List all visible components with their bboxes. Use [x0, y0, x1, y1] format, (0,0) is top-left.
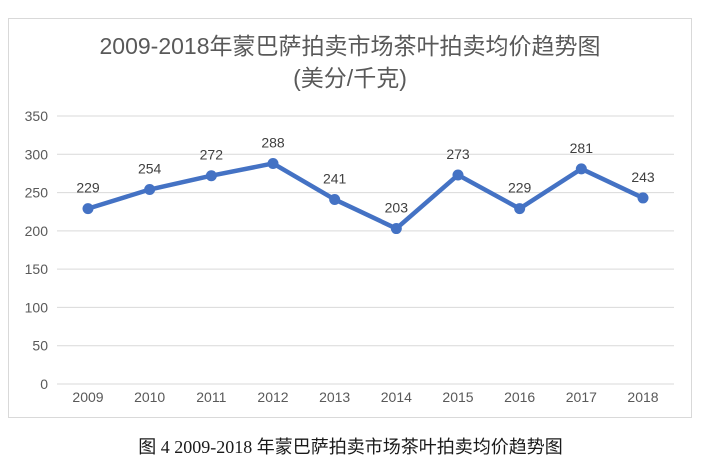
- y-axis-tick-label: 250: [25, 185, 49, 201]
- data-label: 229: [508, 180, 532, 196]
- x-axis-tick-label: 2015: [442, 389, 473, 405]
- y-axis-tick-label: 0: [40, 376, 48, 392]
- data-point-marker: [390, 223, 402, 235]
- y-axis-tick-label: 150: [25, 261, 49, 277]
- data-point-marker: [329, 193, 341, 205]
- trend-line: [85, 161, 646, 231]
- data-point-marker: [637, 192, 649, 204]
- x-axis-tick-label: 2014: [381, 389, 412, 405]
- data-point-marker: [452, 169, 464, 181]
- figure-caption: 图 4 2009-2018 年蒙巴萨拍卖市场茶叶拍卖均价趋势图: [138, 437, 563, 457]
- x-axis-tick-label: 2016: [504, 389, 535, 405]
- data-label: 243: [631, 169, 655, 185]
- data-point-marker: [205, 170, 217, 182]
- line-chart: 0 50 100 150 200 250 300 350 2009 2010 2011 2012 201…: [25, 108, 674, 405]
- x-axis-tick-label: 2012: [257, 389, 288, 405]
- data-label: 203: [385, 200, 409, 216]
- chart-title: 2009-2018年蒙巴萨拍卖市场茶叶拍卖均价趋势图: [99, 33, 601, 59]
- data-point-marker: [82, 203, 94, 215]
- data-label: 241: [323, 170, 347, 186]
- data-point-marker: [267, 157, 279, 169]
- x-axis-tick-label: 2010: [134, 389, 165, 405]
- x-axis-tick-label: 2013: [319, 389, 350, 405]
- y-axis-tick-label: 100: [25, 299, 49, 315]
- data-label: 272: [200, 147, 224, 163]
- data-label: 254: [138, 161, 162, 177]
- y-axis-tick-label: 350: [25, 108, 49, 124]
- x-axis-tick-label: 2018: [627, 389, 658, 405]
- x-axis-tick-label: 2017: [566, 389, 597, 405]
- data-point-marker: [144, 184, 156, 196]
- y-axis-tick-label: 300: [25, 146, 49, 162]
- y-axis-tick-label: 200: [25, 223, 49, 239]
- data-label: 288: [261, 134, 285, 150]
- chart-container: 2009-2018年蒙巴萨拍卖市场茶叶拍卖均价趋势图 (美分/千克) 0 50 10…: [8, 18, 692, 418]
- y-axis-tick-label: 50: [32, 338, 48, 354]
- data-label: 281: [570, 140, 594, 156]
- data-label: 229: [76, 180, 100, 196]
- data-label: 273: [446, 146, 470, 162]
- x-axis-tick-label: 2009: [72, 389, 103, 405]
- chart-subtitle: (美分/千克): [293, 65, 407, 91]
- data-point-marker: [575, 163, 587, 175]
- data-point-marker: [514, 203, 526, 215]
- x-axis-tick-label: 2011: [196, 389, 226, 405]
